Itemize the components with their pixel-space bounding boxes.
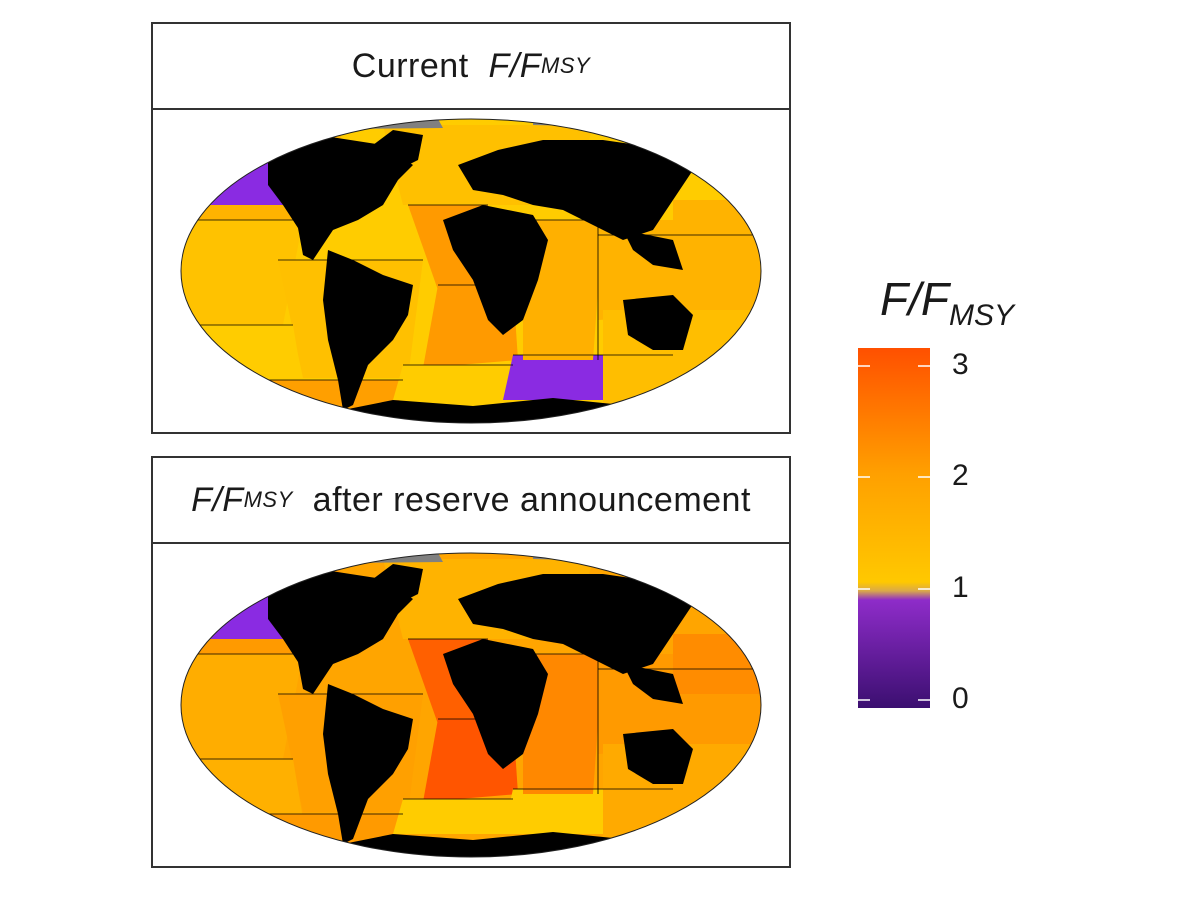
region-south-atlantic-2 <box>393 365 513 400</box>
region-sw-pacific <box>181 325 303 385</box>
region-nw-pacific <box>673 200 761 260</box>
ice-north-america <box>253 553 443 564</box>
region-ec-pacific <box>181 654 303 759</box>
title-subscript: MSY <box>541 53 591 78</box>
panel-title: F/F MSY after reserve announcement <box>151 456 791 544</box>
panel-current: Current F/F MSY <box>151 22 791 434</box>
colorbar-tick-label: 0 <box>952 682 969 715</box>
colorbar-ticks <box>858 365 930 701</box>
land-eurasia <box>458 140 693 240</box>
land-antarctica <box>303 832 623 857</box>
region-southern-ocean-east <box>633 395 761 423</box>
title-variable: F/F <box>191 480 244 519</box>
land-antarctica <box>303 398 623 423</box>
title-variable: F/F <box>488 46 542 85</box>
land-se-asia <box>623 230 683 270</box>
land-se-asia <box>623 664 683 704</box>
colorbar-tick-label: 1 <box>952 571 969 604</box>
panel-title: Current F/F MSY <box>151 22 791 110</box>
panel-after-reserve: F/F MSY after reserve announcement <box>151 456 791 868</box>
land-greenland <box>373 564 423 604</box>
title-subscript: MSY <box>243 487 293 512</box>
legend-title: F/FMSY <box>880 272 1014 333</box>
region-nw-pacific <box>673 634 761 694</box>
legend-title-subscript: MSY <box>948 299 1014 332</box>
region-southern-ocean-east <box>633 829 761 857</box>
title-prefix: Current <box>351 46 469 85</box>
region-ec-pacific <box>181 220 303 325</box>
land-north-america <box>268 569 413 694</box>
land-greenland <box>373 130 423 170</box>
legend-title-variable: F/F <box>880 273 949 325</box>
world-map-svg <box>180 552 762 858</box>
land-africa <box>443 639 548 769</box>
map-after-reserve <box>151 542 791 868</box>
colorbar-tick-label: 3 <box>952 348 969 381</box>
region-sw-pacific <box>181 759 303 819</box>
region-south-atlantic-2 <box>393 799 513 834</box>
land-south-america <box>323 684 413 844</box>
region-boundaries <box>181 638 761 815</box>
title-suffix: after reserve announcement <box>312 480 751 519</box>
land-north-america <box>268 135 413 260</box>
colorbar-tick-label: 2 <box>952 459 969 492</box>
map-current <box>151 108 791 434</box>
colorbar-gradient <box>858 348 930 708</box>
colorbar <box>858 348 930 708</box>
land-africa <box>443 205 548 335</box>
land-australia <box>623 295 693 350</box>
world-map-svg <box>180 118 762 424</box>
ice-north-america <box>253 119 443 130</box>
land-eurasia <box>458 574 693 674</box>
land-south-america <box>323 250 413 410</box>
land-australia <box>623 729 693 784</box>
